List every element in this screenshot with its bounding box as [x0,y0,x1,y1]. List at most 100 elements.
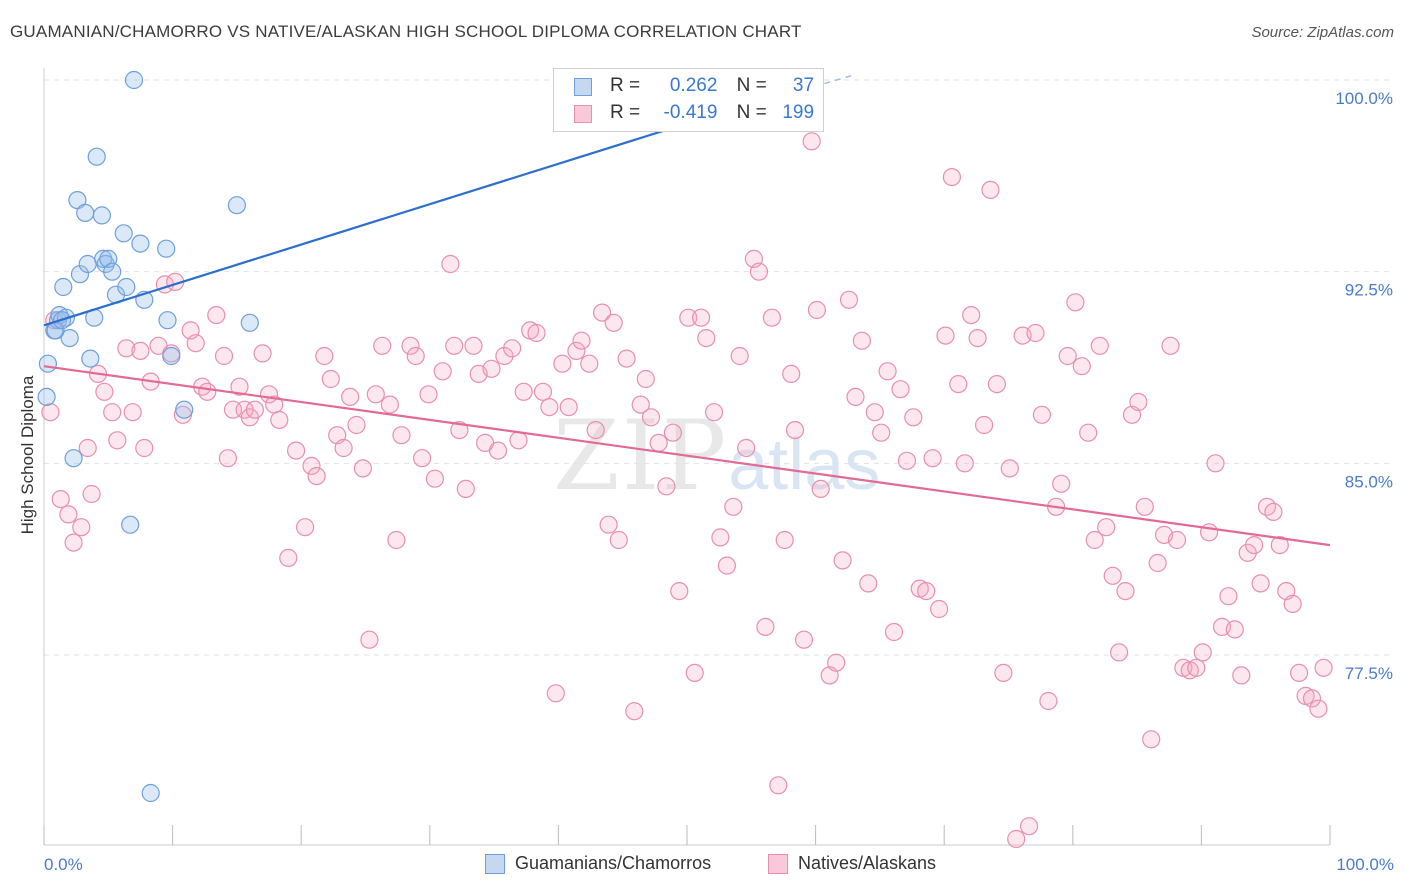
point-natives-alaskans [1109,643,1129,662]
point-natives-alaskans [949,375,968,394]
point-guamanians-chamorros [54,277,73,297]
point-natives-alaskans [1270,535,1289,555]
y-tick-label: 92.5% [1345,281,1393,300]
point-natives-alaskans [794,630,814,649]
point-natives-alaskans [1129,392,1148,412]
point-natives-alaskans [968,329,987,348]
point-natives-alaskans [807,300,827,320]
point-natives-alaskans [1079,423,1098,442]
point-natives-alaskans [962,306,981,325]
point-natives-alaskans [82,484,101,504]
series-legend: Guamanians/Chamorros Natives/Alaskans [0,852,1406,878]
point-natives-alaskans [782,364,801,383]
point-guamanians-chamorros [141,783,160,803]
point-guamanians-chamorros [78,254,97,274]
point-natives-alaskans [1193,643,1212,662]
point-natives-alaskans [287,441,306,460]
point-natives-alaskans [691,308,711,327]
point-natives-alaskans [334,438,353,458]
point-natives-alaskans [1161,336,1180,355]
point-natives-alaskans [625,702,644,721]
legend-r-value: 0.262 [669,75,718,96]
point-natives-alaskans [1251,574,1270,593]
point-natives-alaskans [1232,666,1251,685]
trend-line-guamanians-chamorros [43,122,688,327]
point-natives-alaskans [1225,620,1244,639]
point-natives-alaskans [1167,530,1187,550]
x-tick-label-min: 0.0% [44,855,83,874]
point-natives-alaskans [704,403,724,422]
point-natives-alaskans [1103,566,1122,585]
point-natives-alaskans [1135,497,1154,516]
point-natives-alaskans [572,331,591,350]
legend-n-value: 37 [792,75,815,96]
point-natives-alaskans [884,622,904,642]
point-guamanians-chamorros [157,239,176,258]
point-natives-alaskans [756,617,775,637]
legend-n-label: N = [736,102,767,123]
point-natives-alaskans [360,630,379,649]
point-natives-alaskans [1039,691,1058,711]
point-guamanians-chamorros [131,234,150,253]
point-natives-alaskans [802,132,821,151]
point-natives-alaskans [131,341,150,360]
point-natives-alaskans [413,449,432,468]
point-natives-alaskans [1219,587,1238,606]
point-natives-alaskans [609,530,628,550]
legend-swatch-pink [574,105,592,123]
point-natives-alaskans [51,490,70,509]
point-natives-alaskans [392,426,411,445]
point-natives-alaskans [117,339,136,358]
point-natives-alaskans [1244,535,1264,555]
point-natives-alaskans [253,344,272,363]
point-natives-alaskans [1072,357,1091,376]
point-guamanians-chamorros [124,70,144,90]
x-tick-label-max: 100.0% [1336,855,1394,874]
point-natives-alaskans [425,469,444,488]
point-natives-alaskans [891,380,910,399]
chart-title: GUAMANIAN/CHAMORRO VS NATIVE/ALASKAN HIG… [10,22,802,41]
point-natives-alaskans [488,441,508,460]
point-natives-alaskans [103,403,122,422]
point-guamanians-chamorros [76,203,95,222]
point-guamanians-chamorros [60,329,79,348]
point-natives-alaskans [527,323,546,343]
point-natives-alaskans [717,556,737,575]
point-natives-alaskans [567,341,586,360]
point-natives-alaskans [78,438,97,458]
point-natives-alaskans [380,395,399,414]
y-tick-label: 100.0% [1335,89,1393,108]
point-natives-alaskans [904,408,923,427]
point-natives-alaskans [540,398,559,417]
point-natives-alaskans [785,421,805,440]
point-natives-alaskans [533,382,553,401]
point-natives-alaskans [641,408,661,427]
point-natives-alaskans [245,400,264,419]
point-natives-alaskans [994,663,1013,683]
legend-label-guamanians: Guamanians/Chamorros [515,853,712,873]
point-natives-alaskans [456,479,475,498]
point-natives-alaskans [214,346,234,366]
point-natives-alaskans [279,548,298,568]
point-natives-alaskans [1206,454,1225,473]
point-natives-alaskans [1302,689,1322,708]
point-natives-alaskans [553,354,572,373]
point-natives-alaskans [936,326,955,345]
point-natives-alaskans [1116,581,1135,601]
point-natives-alaskans [697,329,716,348]
point-natives-alaskans [347,415,366,435]
legend-r-label: R = [610,75,641,96]
point-natives-alaskans [218,449,237,468]
y-tick-labels: 77.5% 85.0% 92.5% 100.0% [1335,89,1393,683]
point-natives-alaskans [580,354,599,373]
point-natives-alaskans [296,518,315,537]
point-guamanians-chamorros [103,262,122,281]
point-natives-alaskans [315,346,334,366]
point-natives-alaskans [749,262,769,281]
stats-legend: R = 0.262 N = 37 R = -0.419 N = 199 [553,68,824,132]
point-natives-alaskans [341,387,360,406]
legend-n-label: N = [736,75,767,96]
point-guamanians-chamorros [121,515,140,534]
point-natives-alaskans [917,581,936,601]
